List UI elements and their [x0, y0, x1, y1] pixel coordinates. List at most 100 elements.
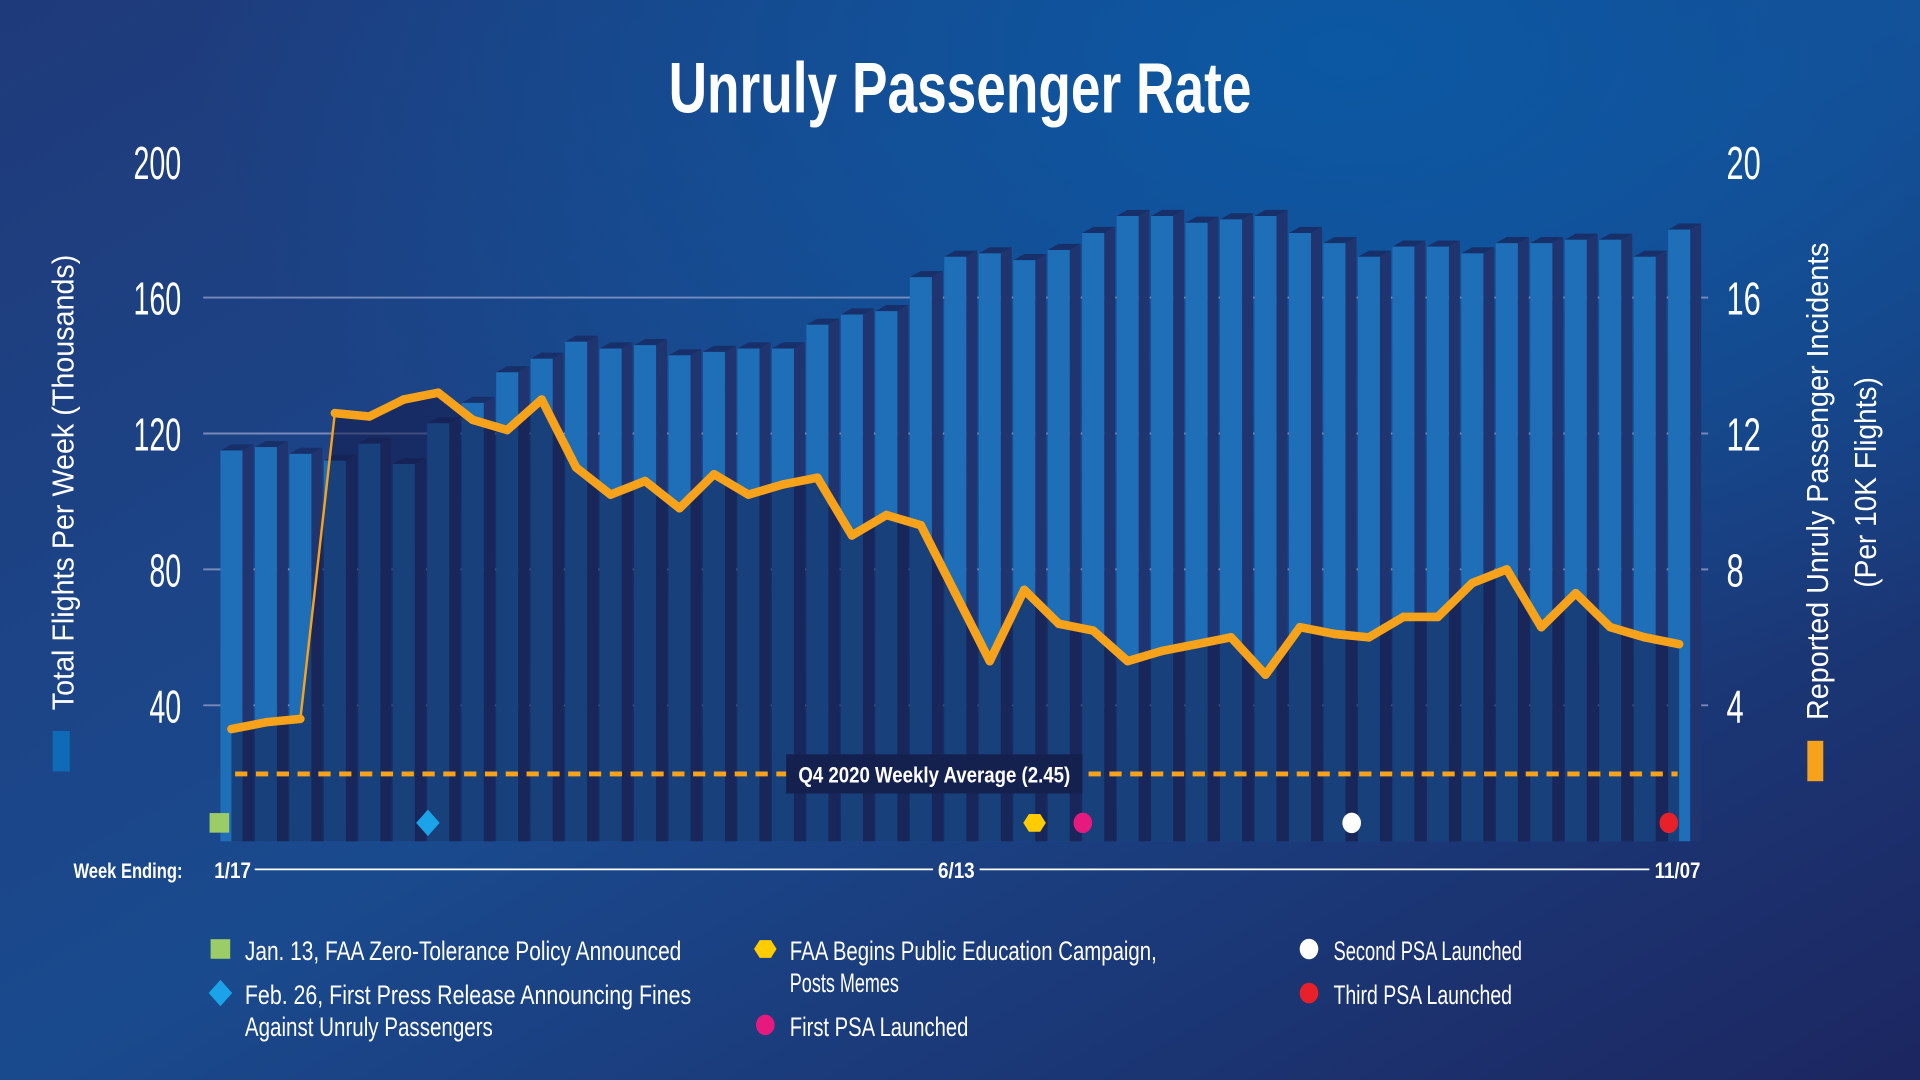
line-segment	[1433, 578, 1477, 622]
line-segment	[261, 714, 305, 727]
line-area-shade	[231, 392, 1680, 842]
line-segment	[1364, 612, 1408, 642]
line-segment	[227, 718, 271, 734]
left-tick-label: 80	[149, 545, 181, 597]
line-segment	[882, 510, 926, 530]
line-segment	[847, 510, 891, 540]
circle-marker-icon	[1299, 982, 1319, 1004]
line-segment	[985, 585, 1029, 666]
line-segment	[640, 476, 684, 513]
x-axis-label: Week Ending:	[73, 860, 182, 883]
bar-cap	[771, 342, 805, 349]
legend-label: Second PSA Launched	[1333, 936, 1521, 966]
circle-marker-icon	[1073, 812, 1093, 834]
line-segment	[365, 395, 409, 421]
bar-cap	[1426, 240, 1460, 247]
legend-label: FAA Begins Public Education Campaign,	[790, 936, 1157, 966]
line-segment	[813, 473, 857, 540]
line-segment	[1571, 588, 1615, 632]
circle-marker-icon	[756, 1014, 775, 1036]
bar-cap	[530, 352, 564, 359]
line-segment	[1536, 588, 1581, 632]
line-segment	[433, 388, 477, 425]
legend: Jan. 13, FAA Zero-Tolerance Policy Annou…	[208, 936, 1522, 1042]
x-tick-label: 6/13	[938, 858, 975, 883]
bar-cap	[1047, 243, 1081, 250]
legend-label: Jan. 13, FAA Zero-Tolerance Policy Annou…	[245, 936, 681, 966]
square-marker-icon	[209, 813, 230, 833]
line-segment	[571, 463, 615, 499]
line-segment	[1330, 629, 1374, 642]
bar-cap	[599, 342, 633, 349]
reference-line: Q4 2020 Weekly Average (2.45)	[235, 754, 1678, 794]
circle-marker-icon	[1299, 938, 1319, 960]
line-segment	[744, 480, 788, 499]
bar-cap	[1013, 254, 1047, 261]
left-tick-label: 160	[133, 273, 181, 325]
bar-cap	[1185, 216, 1219, 223]
legend-item: Jan. 13, FAA Zero-Tolerance Policy Annou…	[210, 936, 681, 966]
line-segment	[1088, 626, 1132, 666]
right-axis-label-line2: (Per 10K Flights)	[1849, 377, 1883, 588]
square-marker-icon	[210, 939, 231, 959]
bar-cap	[1599, 233, 1633, 240]
line-segment	[399, 388, 443, 404]
area-under-line	[231, 392, 1680, 842]
legend-item: Second PSA Launched	[1299, 936, 1522, 966]
right-axis-legend-swatch	[1807, 740, 1824, 782]
bar-cap	[806, 318, 840, 325]
hexagon-marker-icon	[1023, 813, 1046, 832]
line-segment	[916, 520, 960, 598]
bar-cap	[1461, 247, 1495, 254]
line-segment	[330, 408, 374, 421]
average-label-box	[786, 754, 1083, 794]
legend-label: Third PSA Launched	[1333, 980, 1512, 1010]
bar-cap	[254, 440, 288, 448]
line-segment	[502, 395, 546, 435]
line-segment	[1054, 619, 1098, 635]
bar-cap	[668, 349, 702, 356]
right-tick-label: 8	[1727, 545, 1744, 597]
hexagon-marker-icon	[754, 940, 777, 958]
legend-item: Third PSA Launched	[1299, 980, 1512, 1010]
diamond-marker-icon	[208, 979, 233, 1007]
line-segment	[1157, 639, 1201, 656]
left-axis-ticks: 40 80 120 160 200	[133, 137, 181, 733]
legend-item: FAA Begins Public Education Campaign,Pos…	[754, 936, 1157, 998]
line-segment	[1192, 633, 1236, 649]
line-segment	[675, 469, 719, 513]
event-markers	[209, 809, 1679, 837]
circle-marker-icon	[1659, 812, 1679, 834]
left-tick-label: 40	[149, 680, 181, 732]
x-tick-label: 1/17	[214, 858, 251, 883]
bar-cap	[909, 271, 943, 278]
line-segment	[1640, 633, 1684, 649]
bar-cap	[461, 396, 495, 403]
bar-cap	[289, 447, 323, 454]
bar-cap	[978, 247, 1012, 254]
legend-item: Feb. 26, First Press Release Announcing …	[208, 979, 691, 1042]
right-axis-label-line1: Reported Unruly Passenger Incidents	[1801, 242, 1835, 720]
circle-marker-icon	[1342, 812, 1361, 834]
line-segment	[1019, 585, 1063, 629]
line-segment	[1468, 565, 1512, 588]
line-segment	[1605, 622, 1649, 642]
bar-cap	[737, 342, 771, 349]
left-axis-legend-swatch	[52, 731, 70, 772]
line-segment	[951, 588, 995, 666]
x-tick-label: 11/07	[1655, 858, 1701, 883]
line-segment	[468, 415, 512, 435]
bar-cap	[496, 366, 530, 373]
bar-cap	[875, 305, 909, 312]
bar-cap	[220, 444, 254, 451]
left-axis-label: Total Flights Per Week (Thousands)	[46, 255, 80, 711]
right-tick-label: 4	[1727, 680, 1744, 732]
legend-label: Posts Memes	[790, 968, 899, 998]
bar-cap	[1288, 226, 1323, 233]
bar-side	[1690, 223, 1702, 842]
bar-cap	[634, 339, 668, 346]
line-segment	[606, 476, 650, 499]
legend-label: Feb. 26, First Press Release Announcing …	[245, 980, 691, 1010]
line-segment	[1295, 622, 1339, 639]
